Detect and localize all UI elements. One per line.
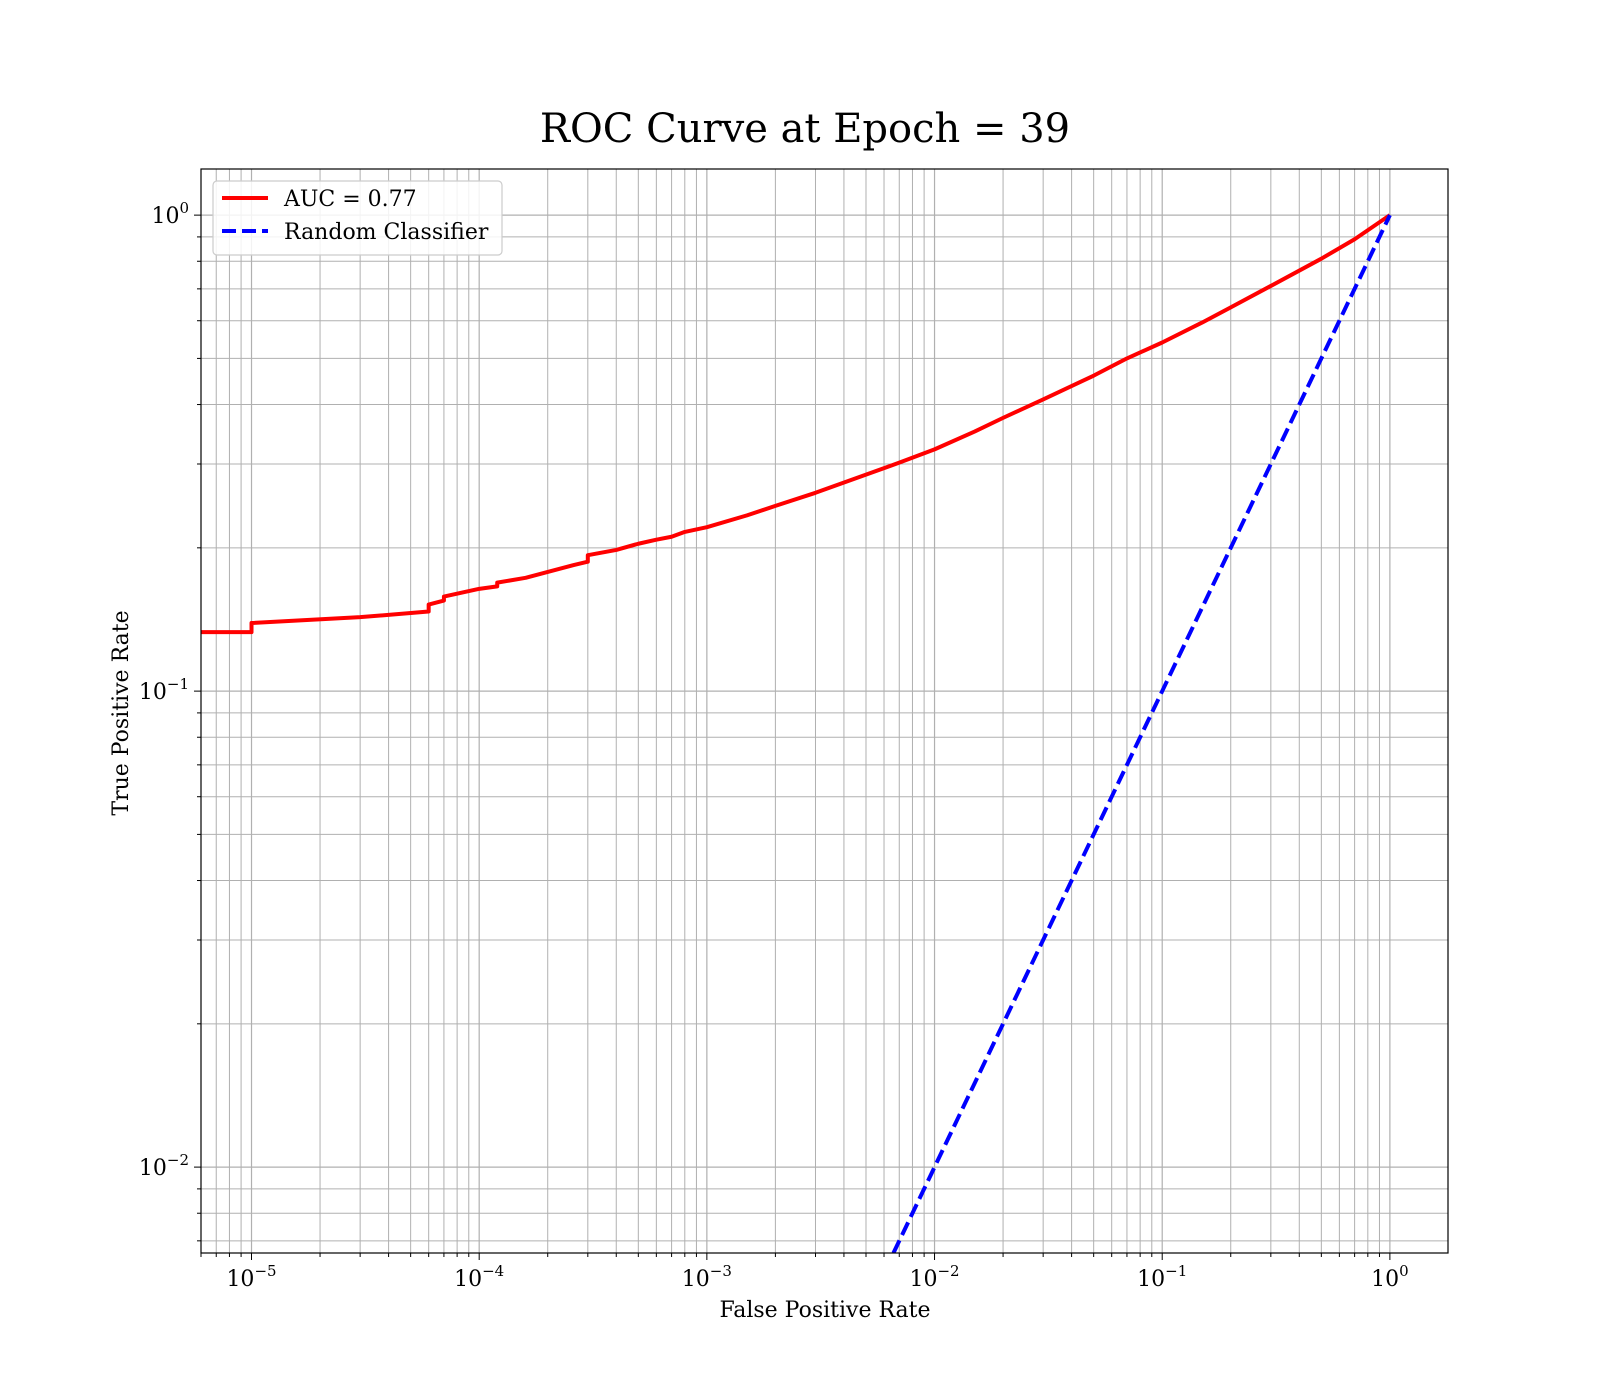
series-layer — [201, 213, 1392, 1253]
roc-curve-line — [201, 213, 1392, 635]
y-tick-label: 10−1 — [139, 675, 189, 705]
legend: AUC = 0.77 Random Classifier — [212, 180, 503, 256]
random-classifier-line — [891, 214, 1392, 1253]
legend-label-random: Random Classifier — [284, 220, 489, 245]
y-tick-label: 10−2 — [139, 1151, 189, 1181]
tick-layer: 10−5 10−4 10−3 10−2 10−1 100 10−2 10−1 100 — [139, 199, 1409, 1292]
legend-box — [212, 180, 503, 256]
y-tick-label: 100 — [151, 199, 189, 229]
chart-title: ROC Curve at Epoch = 39 — [540, 106, 1070, 152]
grid-layer — [200, 169, 1448, 1253]
x-tick-label: 10−3 — [682, 1262, 732, 1292]
y-axis-label: True Positive Rate — [109, 610, 134, 815]
x-tick-label: 10−1 — [1137, 1262, 1187, 1292]
x-tick-label: 100 — [1371, 1262, 1409, 1292]
x-tick-label: 10−2 — [909, 1262, 959, 1292]
x-axis-label: False Positive Rate — [719, 1298, 930, 1323]
legend-label-auc: AUC = 0.77 — [283, 187, 417, 212]
x-tick-label: 10−5 — [226, 1262, 276, 1292]
plot-frame — [200, 168, 1449, 1254]
x-tick-label: 10−4 — [454, 1262, 504, 1292]
